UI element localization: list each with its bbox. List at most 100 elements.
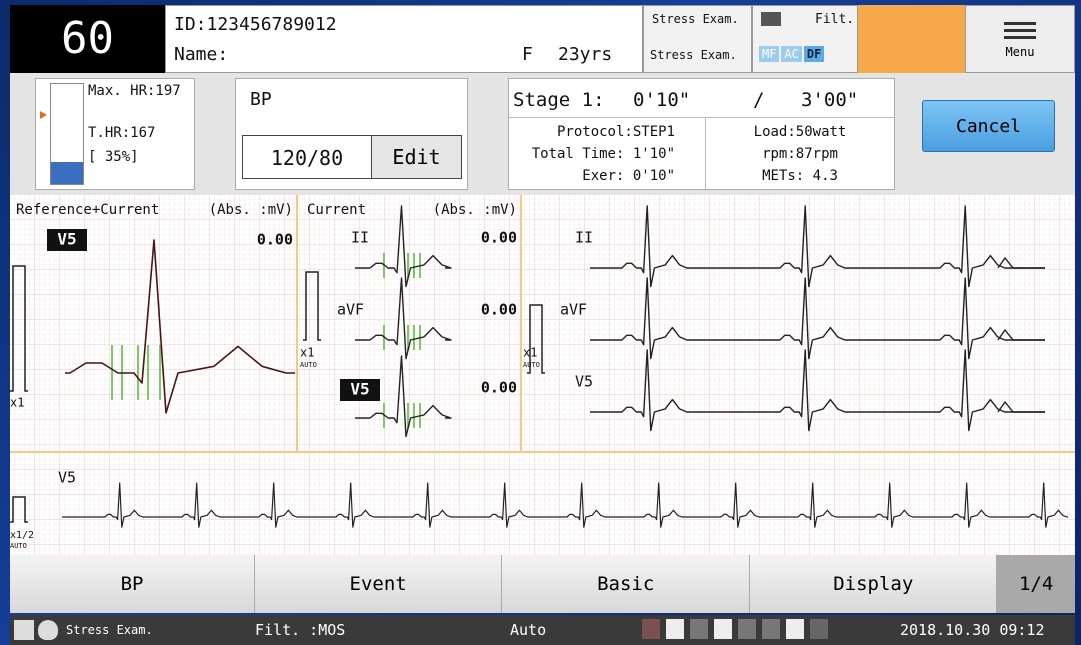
ecg-label: x1 <box>300 346 314 360</box>
filter-button[interactable]: Filt. MF AC DF <box>752 5 858 73</box>
sex: F <box>522 44 533 65</box>
status-icon <box>14 620 34 640</box>
total-time: Total Time: 1'10" <box>531 146 675 162</box>
tab[interactable]: Display <box>750 555 998 613</box>
status-icon <box>38 620 58 640</box>
bp-value: 120/80 <box>270 146 344 170</box>
hr-box: 60 <box>10 5 165 73</box>
filter-icon <box>761 12 781 26</box>
ecg-label: V5 <box>575 373 593 391</box>
ecg-trace <box>590 205 1045 288</box>
ecg-label: AUTO <box>10 542 27 550</box>
stage-panel: Stage 1: 0'10" / 3'00" Protocol:STEP1 To… <box>508 78 895 190</box>
ecg-label: V5 <box>350 380 369 399</box>
ecg-label: II <box>351 229 369 247</box>
ecg-label: V5 <box>58 469 76 487</box>
target-hr: T.HR:167 <box>88 125 156 141</box>
ecg-grid <box>10 195 1075 555</box>
ecg-label: V5 <box>57 230 76 249</box>
ecg-label: AUTO <box>523 361 540 369</box>
lead-badge <box>47 229 87 251</box>
ecg-label: aVF <box>560 301 587 319</box>
status-bar: Stress Exam. Filt. :MOS Auto 2018.10.30 … <box>10 615 1075 645</box>
separator: / <box>753 89 765 111</box>
ecg-trace <box>355 205 452 288</box>
ecg-label: AUTO <box>300 361 317 369</box>
ecg-trace <box>355 355 452 438</box>
hr-panel: Max. HR:197 T.HR:167 [ 35%] <box>35 78 195 190</box>
rpm: rpm:87rpm <box>762 146 838 162</box>
stress-icon-label: Stress Exam. <box>652 12 739 26</box>
ecg-label: 0.00 <box>257 231 293 249</box>
hr-pointer <box>40 111 47 119</box>
ecg-label: 0.00 <box>481 301 517 319</box>
hr-percent: [ 35%] <box>88 149 139 165</box>
edit-button[interactable]: Edit <box>371 136 461 178</box>
ecg-label: 0.00 <box>481 379 517 397</box>
ecg-label: Current <box>307 202 366 218</box>
hr-gauge <box>50 83 84 185</box>
calibration-pulse <box>527 304 545 374</box>
tab[interactable]: BP <box>10 555 256 613</box>
page-indicator[interactable]: 1/4 <box>997 555 1075 613</box>
stage: Stage 1: <box>513 89 605 111</box>
ecg-trace <box>997 256 1045 269</box>
status-datetime: 2018.10.30 09:12 <box>900 621 1045 639</box>
calibration-pulse <box>10 496 28 523</box>
alert-box <box>858 5 965 73</box>
ecg-label: x1 <box>10 396 24 410</box>
filter-label: Filt. <box>815 12 855 27</box>
patient-box: ID:123456789012 Name: F 23yrs <box>165 5 643 73</box>
ecg-trace <box>590 349 1045 432</box>
menu-button[interactable]: Menu <box>965 5 1075 73</box>
ecg-label: Reference+Current <box>16 202 159 218</box>
tab-bar: BP Event Basic Display 1/4 <box>10 555 1075 613</box>
stage-details: Protocol:STEP1 Total Time: 1'10" Exer: 0… <box>509 121 701 187</box>
ecg-label: II <box>575 229 593 247</box>
stress-exam: Stress Exam. <box>650 48 737 62</box>
name-label: Name: <box>174 44 229 65</box>
calibration-pulse <box>10 265 28 392</box>
protocol: Protocol:STEP1 <box>556 124 675 140</box>
ecg-label: aVF <box>337 301 364 319</box>
age: 23yrs <box>558 44 613 65</box>
status-exam: Stress Exam. <box>66 623 153 637</box>
status-filter: Filt. :MOS <box>255 621 346 639</box>
ecg-trace <box>65 239 295 414</box>
ecg-trace <box>62 482 1068 528</box>
bp-field: 120/80 Edit <box>242 135 462 179</box>
ecg-label: 0.00 <box>481 229 517 247</box>
ecg-label: (Abs. :mV) <box>209 202 293 218</box>
mets: METs: 4.3 <box>762 168 838 184</box>
ecg-label: (Abs. :mV) <box>433 202 517 218</box>
tab[interactable]: Event <box>255 555 503 613</box>
max-hr: Max. HR:197 <box>88 83 181 99</box>
filter-tag: DF <box>803 46 825 62</box>
ecg-display: Reference+Current (Abs. :mV) V5 0.00 x1 Curre… <box>10 195 1075 555</box>
exercise-time: Exer: 0'10" <box>582 168 675 184</box>
filter-tag: MF <box>759 46 780 62</box>
heart-rate: 60 <box>61 13 114 64</box>
ecg-trace <box>997 328 1045 341</box>
stress-exam-button[interactable]: Stress Exam. Stress Exam. <box>643 5 752 73</box>
bp-title: BP <box>250 89 272 110</box>
ecg-label: x1 <box>523 346 537 360</box>
duration: 3'00" <box>801 89 859 111</box>
ecg-trace <box>355 277 452 360</box>
filter-tags: MF AC DF <box>759 46 825 62</box>
bp-panel: BP 120/80 Edit <box>235 78 468 190</box>
menu-label: Menu <box>1005 44 1035 59</box>
load-details: Load:50watt rpm:87rpm METs: 4.3 <box>705 121 895 187</box>
ecg-trace <box>997 400 1045 413</box>
elapsed: 0'10" <box>633 89 691 111</box>
cancel-button[interactable]: Cancel <box>922 100 1055 152</box>
calibration-pulse <box>303 271 321 341</box>
lead-badge <box>340 379 380 401</box>
tab[interactable]: Basic <box>502 555 751 613</box>
status-mode: Auto <box>510 621 547 639</box>
ecg-label: x1/2 <box>10 530 34 541</box>
hr-gauge-fill <box>51 162 83 184</box>
status-icons <box>642 619 828 639</box>
load: Load:50watt <box>753 124 847 140</box>
